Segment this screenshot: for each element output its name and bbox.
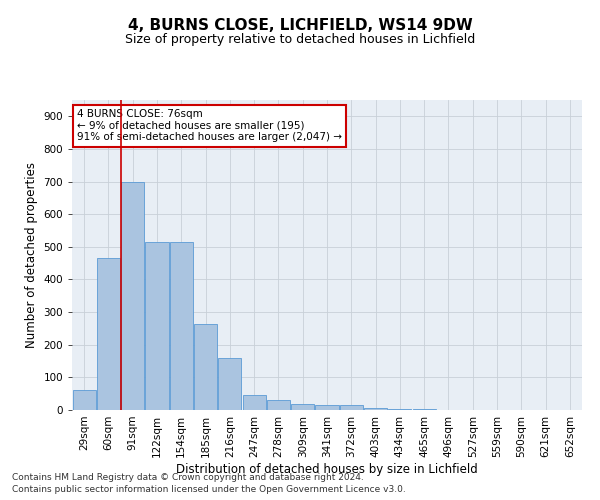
Bar: [194, 324, 217, 410]
Bar: [267, 400, 290, 410]
Text: 4, BURNS CLOSE, LICHFIELD, WS14 9DW: 4, BURNS CLOSE, LICHFIELD, WS14 9DW: [128, 18, 472, 32]
Bar: [364, 408, 387, 410]
Bar: [340, 405, 363, 410]
Bar: [73, 390, 95, 410]
Text: Size of property relative to detached houses in Lichfield: Size of property relative to detached ho…: [125, 32, 475, 46]
Bar: [291, 404, 314, 410]
Bar: [218, 358, 241, 410]
Bar: [97, 258, 120, 410]
Text: Contains HM Land Registry data © Crown copyright and database right 2024.: Contains HM Land Registry data © Crown c…: [12, 472, 364, 482]
Text: Contains public sector information licensed under the Open Government Licence v3: Contains public sector information licen…: [12, 485, 406, 494]
Text: 4 BURNS CLOSE: 76sqm
← 9% of detached houses are smaller (195)
91% of semi-detac: 4 BURNS CLOSE: 76sqm ← 9% of detached ho…: [77, 110, 342, 142]
Bar: [121, 182, 144, 410]
Bar: [145, 242, 169, 410]
Bar: [242, 396, 266, 410]
Bar: [170, 242, 193, 410]
Bar: [316, 405, 338, 410]
Bar: [388, 409, 412, 410]
X-axis label: Distribution of detached houses by size in Lichfield: Distribution of detached houses by size …: [176, 462, 478, 475]
Y-axis label: Number of detached properties: Number of detached properties: [25, 162, 38, 348]
